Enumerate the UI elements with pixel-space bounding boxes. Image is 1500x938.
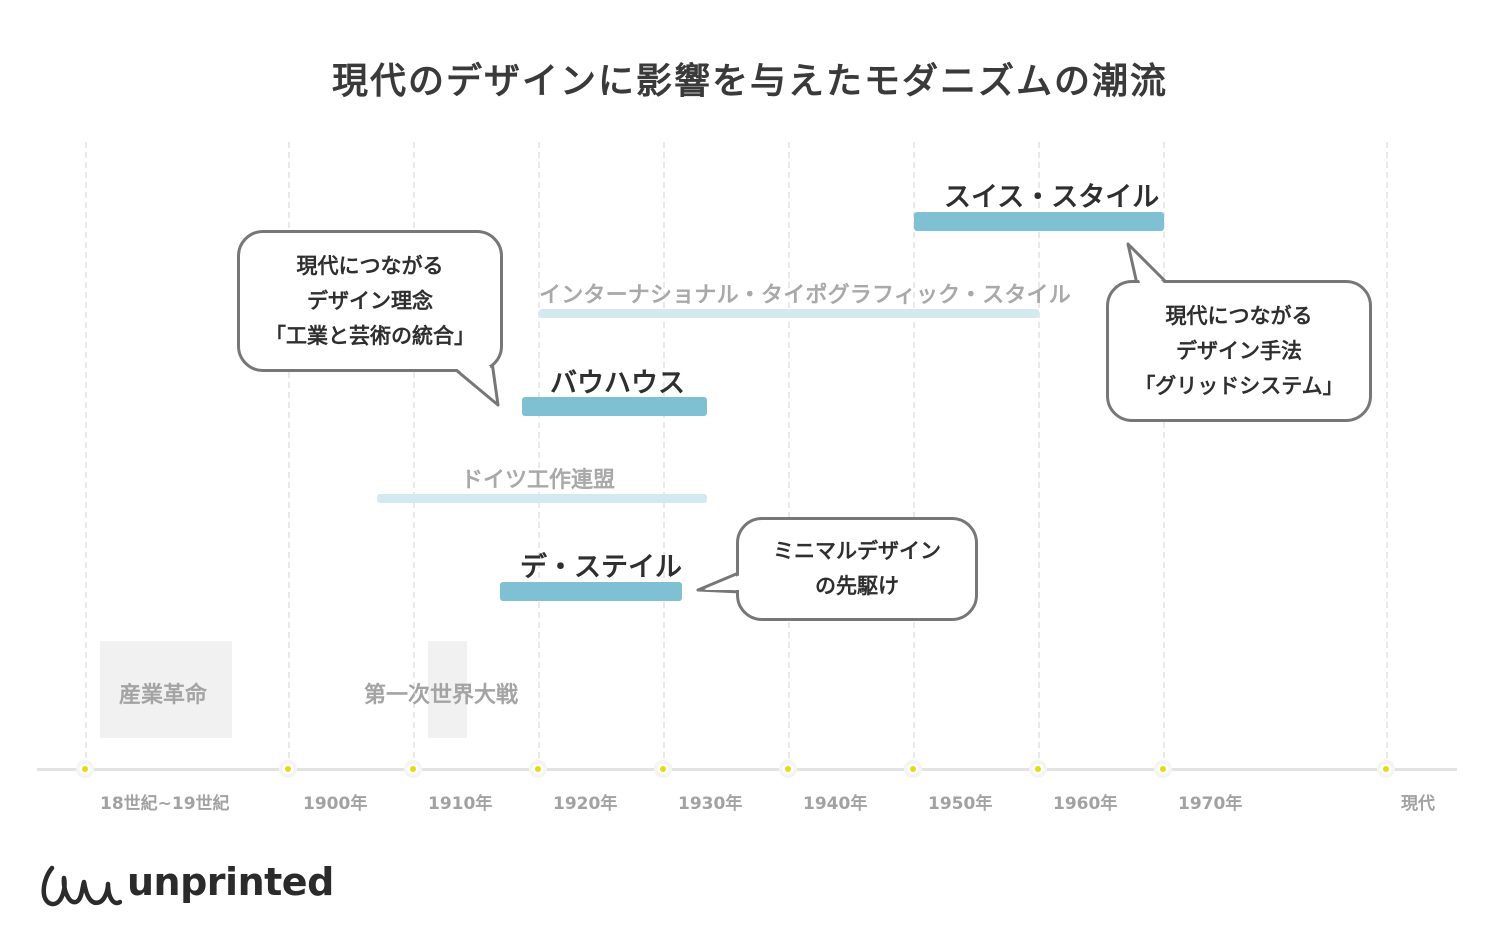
callout-line: デザイン理念 bbox=[307, 288, 433, 313]
tick-label: 1950年 bbox=[928, 794, 993, 814]
tick-label: 1940年 bbox=[803, 794, 868, 814]
callout-bauhaus: 現代につながる デザイン理念 「工業と芸術の統合」 bbox=[237, 230, 503, 372]
movement-bar-deutscher-werkbund bbox=[377, 494, 707, 503]
callout-line: 現代につながる bbox=[1165, 303, 1313, 328]
event-industrial-revolution-box bbox=[100, 641, 232, 738]
movement-label-swiss-style: スイス・スタイル bbox=[944, 182, 1160, 213]
movement-bar-swiss-style bbox=[914, 212, 1164, 231]
timeline-dot bbox=[779, 760, 797, 778]
callout-tail-join bbox=[1131, 250, 1164, 283]
movement-label-bauhaus: バウハウス bbox=[550, 368, 685, 399]
brand-logo-mark bbox=[41, 865, 122, 907]
tick-label: 1900年 bbox=[303, 794, 368, 814]
tick-label: 18世紀~19世紀 bbox=[100, 794, 230, 814]
callout-line: デザイン手法 bbox=[1176, 338, 1302, 363]
callout-tail-join bbox=[704, 575, 740, 590]
tick-label: 1910年 bbox=[428, 794, 493, 814]
gridline bbox=[1386, 142, 1388, 768]
movement-label-international-typographic-style: インターナショナル・タイポグラフィック・スタイル bbox=[539, 283, 1071, 308]
event-world-war-one-box bbox=[428, 641, 467, 738]
gridline bbox=[1038, 142, 1040, 768]
tick-label: 1970年 bbox=[1178, 794, 1243, 814]
gridline bbox=[538, 142, 540, 768]
gridline bbox=[913, 142, 915, 768]
gridline bbox=[288, 142, 290, 768]
movement-label-de-stijl: デ・ステイル bbox=[520, 552, 682, 583]
timeline-dot bbox=[404, 760, 422, 778]
tick-label: 1920年 bbox=[553, 794, 618, 814]
movement-label-deutscher-werkbund: ドイツ工作連盟 bbox=[461, 468, 616, 493]
gridline bbox=[663, 142, 665, 768]
callout-de-stijl: ミニマルデザイン の先駆け bbox=[736, 517, 978, 621]
timeline-dot bbox=[529, 760, 547, 778]
timeline-dot bbox=[904, 760, 922, 778]
tick-label: 1930年 bbox=[678, 794, 743, 814]
movement-bar-international-typographic-style bbox=[539, 309, 1039, 318]
timeline-dot bbox=[654, 760, 672, 778]
tick-label: 現代 bbox=[1401, 794, 1435, 814]
timeline-dot bbox=[1029, 760, 1047, 778]
callout-line: 「工業と芸術の統合」 bbox=[265, 323, 475, 348]
callout-line: ミニマルデザイン bbox=[773, 539, 941, 563]
brand-logo-text: unprinted bbox=[127, 860, 334, 904]
callout-line: 「グリッドシステム」 bbox=[1134, 373, 1344, 398]
gridline bbox=[85, 142, 87, 768]
movement-bar-de-stijl bbox=[500, 582, 682, 601]
page-title: 現代のデザインに影響を与えたモダニズムの潮流 bbox=[331, 61, 1168, 102]
movement-bar-bauhaus bbox=[522, 397, 707, 416]
timeline-dot bbox=[1377, 760, 1395, 778]
timeline-dot bbox=[76, 760, 94, 778]
timeline-dot bbox=[279, 760, 297, 778]
timeline-axis bbox=[37, 768, 1457, 771]
tick-label: 1960年 bbox=[1053, 794, 1118, 814]
callout-swiss-style: 現代につながる デザイン手法 「グリッドシステム」 bbox=[1106, 280, 1372, 422]
gridline bbox=[788, 142, 790, 768]
gridline bbox=[413, 142, 415, 768]
callout-line: 現代につながる bbox=[296, 253, 444, 278]
callout-line: の先駆け bbox=[815, 574, 899, 598]
callout-tail-join bbox=[455, 366, 495, 400]
event-world-war-one-label: 第一次世界大戦 bbox=[364, 683, 519, 708]
timeline-dot bbox=[1154, 760, 1172, 778]
event-industrial-revolution-label: 産業革命 bbox=[119, 683, 208, 708]
gridline bbox=[1163, 142, 1165, 768]
